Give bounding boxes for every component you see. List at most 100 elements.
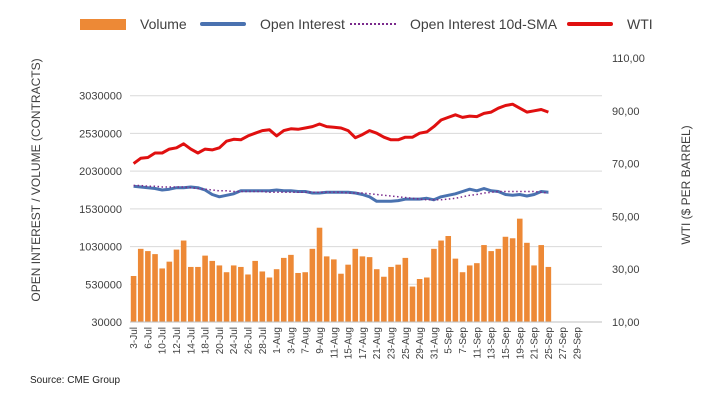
legend-volume[interactable]: Volume: [80, 12, 187, 36]
x-tick-label: 6-Jul: [143, 327, 154, 349]
legend-volume-swatch: [80, 18, 126, 30]
volume-bar: [438, 240, 444, 322]
volume-bar: [359, 256, 366, 322]
x-tick-label: 15-Aug: [344, 327, 355, 359]
volume-bar: [173, 249, 180, 322]
volume-bar: [416, 279, 423, 322]
volume-bar: [230, 265, 237, 322]
volume-bar: [252, 260, 258, 322]
volume-bar: [516, 218, 523, 322]
volume-bar: [445, 236, 452, 322]
volume-bar: [538, 245, 545, 322]
legend-wti-label: WTI: [627, 16, 653, 32]
x-tick-label: 10-Jul: [158, 327, 169, 354]
volume-bar: [345, 264, 351, 322]
volume-bar: [474, 263, 480, 322]
x-tick-label: 13-Sep: [487, 327, 498, 360]
volume-bar: [216, 265, 223, 322]
x-tick-label: 31-Aug: [429, 327, 440, 359]
wti-line: [132, 102, 549, 165]
x-tick-label: 20-Jul: [215, 327, 226, 354]
volume-bar: [366, 257, 373, 322]
right-tick-label: 90,00: [612, 106, 640, 118]
volume-bar: [352, 248, 359, 322]
left-tick-label: 2030000: [79, 166, 122, 178]
legend-open-interest[interactable]: Open Interest: [200, 12, 345, 36]
volume-bar: [259, 271, 266, 322]
x-tick-label: 9-Aug: [315, 327, 326, 354]
volume-bar: [130, 275, 137, 322]
left-tick-label: 1530000: [79, 204, 122, 216]
x-tick-label: 14-Jul: [186, 327, 197, 354]
legend-open-interest-label: Open Interest: [260, 16, 345, 32]
chart: 30000 530000 1030000 1530000 2030000 2530000 3…: [29, 53, 693, 359]
x-tick-label: 7-Aug: [301, 327, 312, 354]
open-interest-line: [133, 184, 549, 203]
volume-bar: [180, 240, 187, 322]
volume-bar: [309, 248, 316, 322]
volume-bar: [495, 248, 502, 322]
left-tick-label: 30000: [91, 317, 122, 329]
volume-bar: [423, 277, 430, 322]
right-tick-label: 70,00: [612, 159, 640, 171]
volume-bar: [395, 264, 401, 322]
x-tick-label: 3-Jul: [129, 327, 140, 349]
volume-bar: [452, 258, 459, 322]
left-tick-label: 3030000: [79, 91, 122, 103]
volume-bar: [152, 254, 158, 322]
left-tick-label: 2530000: [79, 128, 122, 140]
volume-bar: [323, 256, 330, 322]
legend-sma[interactable]: Open Interest 10d-SMA: [350, 12, 557, 36]
volume-bar: [431, 248, 437, 322]
x-tick-label: 26-Jul: [244, 327, 255, 354]
right-tick-label: 50,00: [612, 211, 640, 223]
x-tick-label: 3-Aug: [286, 327, 297, 354]
legend-open-interest-swatch: [200, 22, 246, 26]
volume-bar: [524, 242, 530, 322]
x-tick-label: 25-Aug: [401, 327, 412, 359]
volume-bar: [209, 260, 216, 322]
x-tick-label: 21-Sep: [530, 327, 541, 360]
x-tick-label: 11-Aug: [329, 327, 340, 359]
volume-bar: [466, 265, 473, 322]
volume-bar: [187, 266, 194, 322]
volume-bar: [402, 257, 409, 322]
volume-bar: [202, 255, 208, 322]
volume-bar: [302, 272, 309, 322]
volume-bar: [316, 227, 323, 322]
volume-bar: [295, 272, 301, 322]
right-tick-label: 10,00: [612, 317, 640, 329]
volume-bar: [488, 251, 494, 322]
axes: 30000 530000 1030000 1530000 2030000 2530000 3…: [79, 53, 645, 359]
x-tick-label: 15-Sep: [501, 327, 512, 360]
volume-bar: [266, 277, 273, 322]
x-tick-label: 27-Sep: [558, 327, 569, 360]
volume-bar: [280, 257, 287, 322]
open-interest-sma-line: [133, 184, 549, 201]
x-tick-label: 1-Aug: [272, 327, 283, 354]
x-tick-label: 11-Sep: [472, 327, 483, 359]
x-tick-label: 25-Sep: [544, 327, 555, 360]
legend-sma-label: Open Interest 10d-SMA: [410, 16, 558, 32]
right-axis-title: WTI ($ PER BARREL): [679, 125, 693, 244]
x-tick-label: 5-Sep: [444, 327, 455, 354]
lines: [132, 102, 549, 203]
volume-bar: [388, 266, 394, 322]
legend-volume-label: Volume: [140, 16, 187, 32]
volume-bar: [223, 272, 230, 322]
legend-sma-swatch: [350, 23, 396, 25]
volume-bar: [331, 259, 337, 322]
legend-wti-swatch: [567, 22, 613, 26]
volume-bar: [502, 236, 509, 322]
left-tick-label: 1030000: [79, 242, 122, 254]
x-tick-label: 24-Jul: [229, 327, 240, 354]
volume-bars: [130, 218, 552, 322]
source-note: Source: CME Group: [30, 375, 121, 386]
x-tick-label: 18-Jul: [201, 327, 212, 354]
legend-wti[interactable]: WTI: [567, 12, 653, 36]
volume-bar: [288, 254, 294, 322]
left-axis-title: OPEN INTEREST / VOLUME (CONTRACTS): [29, 58, 43, 301]
left-tick-label: 530000: [85, 279, 122, 291]
volume-bar: [145, 251, 151, 322]
volume-bar: [338, 273, 344, 322]
